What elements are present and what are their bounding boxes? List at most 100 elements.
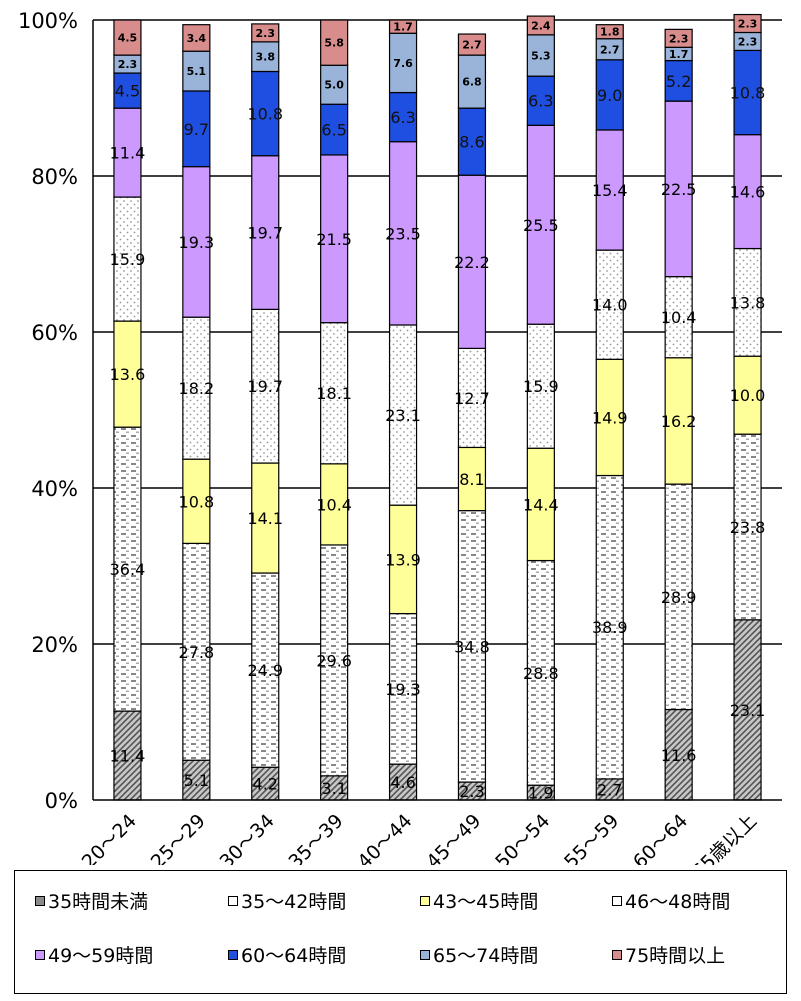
- legend-swatch: [228, 949, 238, 960]
- data-label: 23.8: [730, 518, 766, 537]
- legend-swatch: [612, 949, 622, 960]
- x-tick-label: 55～59: [560, 810, 623, 865]
- legend-label: 43～45時間: [433, 891, 539, 913]
- data-label: 28.8: [523, 664, 559, 683]
- bar-segment: [733, 355, 762, 435]
- data-label: 11.6: [661, 746, 697, 765]
- x-tick-label: 40～44: [353, 810, 416, 865]
- legend-label: 75時間以上: [625, 945, 726, 967]
- bar-segment: [251, 308, 280, 464]
- bar-segment: [182, 542, 211, 761]
- bar-segment: [182, 316, 211, 460]
- data-label: 18.1: [316, 384, 352, 403]
- legend-swatch: [420, 949, 430, 960]
- data-label: 10.8: [179, 492, 215, 511]
- bar-segment: [526, 124, 555, 325]
- data-label: 21.5: [316, 230, 352, 249]
- bar-segment: [320, 19, 349, 66]
- data-label: 9.0: [597, 86, 622, 105]
- data-label: 29.6: [316, 651, 352, 670]
- x-tick-label: 30～34: [216, 810, 279, 865]
- bar-segment: [526, 323, 555, 449]
- bar-segment: [320, 154, 349, 324]
- data-label: 10.8: [247, 105, 283, 124]
- bar-segment: [457, 510, 487, 783]
- bar-segment: [457, 174, 487, 349]
- data-label: 3.1: [321, 779, 346, 798]
- data-label: 19.3: [179, 233, 215, 252]
- data-label: 1.9: [528, 784, 553, 803]
- legend-swatch: [228, 895, 238, 906]
- data-label: 36.4: [110, 560, 146, 579]
- bar-segment: [388, 91, 418, 143]
- y-tick-label: 100%: [18, 9, 78, 33]
- data-label: 16.2: [661, 412, 697, 431]
- data-label: 3.8: [256, 51, 276, 64]
- bar-segment: [595, 358, 624, 477]
- data-label: 2.7: [462, 39, 482, 52]
- legend-label: 35時間未満: [48, 891, 149, 913]
- bar-segment: [595, 59, 624, 131]
- data-label: 14.6: [730, 183, 766, 202]
- x-tick-label: 25～29: [147, 810, 210, 865]
- data-label: 4.5: [118, 32, 138, 45]
- bar-segment: [664, 59, 693, 102]
- data-label: 19.3: [385, 680, 421, 699]
- stacked-bar-chart: 11.4 36.4 13.6 15.9 11.4 4.5 2.3 4.5 5.1 27.8 10.8…: [18, 9, 782, 865]
- data-label: 13.8: [730, 293, 766, 312]
- legend-swatch: [35, 895, 45, 906]
- legend-item: 46～48時間: [612, 887, 730, 914]
- data-label: 6.8: [462, 76, 482, 89]
- y-tick-label: 40%: [31, 477, 78, 501]
- data-label: 22.2: [454, 253, 490, 272]
- bar-segment: [251, 155, 280, 310]
- x-tick-label: 20～24: [78, 810, 141, 865]
- bar-segment: [526, 447, 555, 562]
- bar-segment: [320, 64, 349, 105]
- data-label: 27.8: [179, 643, 215, 662]
- x-tick-label: 50～54: [491, 810, 554, 865]
- data-label: 1.7: [393, 21, 413, 34]
- data-label: 19.7: [247, 377, 283, 396]
- data-label: 28.9: [661, 588, 697, 607]
- data-label: 2.7: [597, 780, 622, 799]
- legend-item: 60～64時間: [228, 941, 346, 968]
- legend: 35時間未満 35～42時間 43～45時間 46～48時間 49～59時間 60～64時…: [14, 870, 787, 994]
- data-label: 6.3: [528, 92, 553, 111]
- bar-segment: [113, 19, 142, 56]
- data-label: 15.9: [110, 250, 146, 269]
- data-label: 3.4: [187, 32, 207, 45]
- data-label: 23.1: [730, 701, 766, 720]
- bar-segment: [733, 13, 762, 34]
- legend-label: 46～48時間: [625, 891, 731, 913]
- data-label: 13.9: [385, 550, 421, 569]
- legend-label: 65～74時間: [433, 945, 539, 967]
- legend-item: 75時間以上: [612, 941, 725, 968]
- y-tick-label: 60%: [31, 321, 78, 345]
- data-label: 1.8: [600, 26, 620, 39]
- legend-swatch: [420, 895, 430, 906]
- bar-segment: [182, 24, 211, 52]
- bar-segment: [388, 504, 418, 615]
- legend-swatch: [35, 949, 45, 960]
- data-label: 10.4: [661, 308, 697, 327]
- data-label: 8.1: [459, 470, 484, 489]
- bar-segment: [320, 775, 349, 801]
- data-label: 6.3: [390, 108, 415, 127]
- data-label: 5.1: [184, 771, 209, 790]
- data-label: 2.3: [669, 32, 689, 45]
- data-label: 5.2: [666, 72, 691, 91]
- data-label: 22.5: [661, 180, 697, 199]
- bar-segment: [388, 19, 418, 34]
- data-label: 4.5: [115, 82, 140, 101]
- bar-segment: [251, 572, 280, 768]
- bar-segment: [251, 23, 280, 43]
- legend-item: 65～74時間: [420, 941, 538, 968]
- bar-segment: [526, 75, 555, 126]
- bar-segment: [457, 33, 487, 56]
- data-label: 14.1: [247, 509, 283, 528]
- legend-swatch: [612, 895, 622, 906]
- x-tick-label: 35～39: [284, 810, 347, 865]
- bar-segment: [251, 70, 280, 157]
- bar-segment: [388, 141, 418, 326]
